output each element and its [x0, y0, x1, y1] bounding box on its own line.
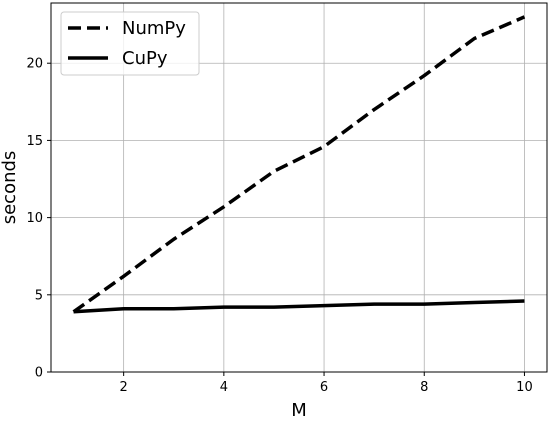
y-tick-label: 15 — [26, 134, 43, 149]
y-axis-label: seconds — [0, 151, 20, 225]
y-tick-label: 0 — [35, 366, 43, 381]
x-tick-label: 2 — [120, 380, 128, 395]
legend: NumPy CuPy — [60, 11, 200, 76]
series-lines — [72, 15, 526, 314]
legend-label-cupy: CuPy — [122, 48, 168, 69]
axis-ticks: 2 4 6 8 10 0 5 10 15 20 — [26, 57, 532, 395]
x-tick-label: 4 — [220, 380, 228, 395]
series-line-numpy — [72, 15, 526, 314]
y-tick-label: 20 — [26, 57, 43, 72]
x-tick-label: 8 — [420, 380, 428, 395]
legend-label-numpy: NumPy — [122, 18, 186, 39]
series-line-cupy — [73, 299, 525, 314]
x-tick-label: 10 — [516, 380, 533, 395]
x-axis-label: M — [291, 400, 307, 421]
y-tick-label: 10 — [26, 211, 43, 226]
y-tick-label: 5 — [35, 288, 43, 303]
plot-frame — [50, 2, 548, 373]
x-tick-label: 6 — [320, 380, 328, 395]
